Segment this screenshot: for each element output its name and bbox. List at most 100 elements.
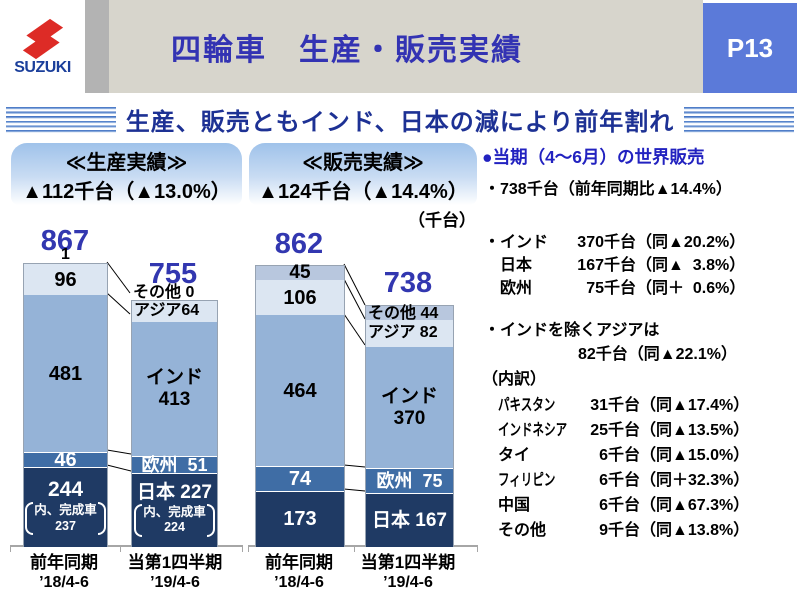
country-row: その他 9千台 （同▲13.8%） [484,516,749,540]
country-qty: 25千台 [590,422,640,439]
panel-heading: ●当期（4～6月）の世界販売 [482,147,705,167]
sales-chart: ≪販売実績≫ ▲124千台（▲14.4%） （千台） 862 45 106 46… [248,143,478,600]
bar-total: 867 [40,225,90,257]
stacked-bar: その他 44 アジア 82 インド 370 欧州 75 日本 167 [365,305,454,547]
segment-india: 464 [256,314,344,467]
country-name: 中国 [498,497,531,514]
category-name: 前年同期 [265,553,333,572]
segment-other: その他 44 [366,305,453,322]
note-value: 237 [55,518,76,533]
segment-asia: 96 [24,264,107,296]
x-axis-label: 当第1四半期 ’19/4-6 [353,552,463,593]
axis-tick [248,546,249,552]
sales-chart-change: ▲124千台（▲14.4%） [258,181,468,203]
stacked-bar: その他 0 アジア64 インド 413 欧州 51 日本 227 内、完成車 2… [131,284,218,547]
segment-other-label: 1 [61,245,70,263]
segment-india-value: 413 [158,388,191,410]
region-row: ・インド 370千台 （同▲20.2%） [484,228,745,252]
page-number-box: P13 [703,3,797,93]
x-axis-label: 前年同期 ’18/4-6 [249,552,349,593]
country-name: その他 [498,522,547,539]
segment-india-name: インド [145,367,203,389]
country-qty: 9千台 [599,522,640,539]
category-period: ’18/4-6 [274,574,324,592]
segment-europe-value: 欧州 51 [141,455,208,476]
segment-india-name: インド [380,385,438,407]
region-qty: 370千台 [577,234,636,251]
country-pct: （同▲17.4%） [640,397,750,414]
region-pct: （同▲20.2%） [636,234,746,251]
country-row: パキスタン 31千台 （同▲17.4%） [484,391,749,415]
world-total-line: ・738千台（前年同期比▲14.4%） [484,181,732,198]
segment-asia: アジア 82 [366,320,453,348]
segment-europe: 74 [256,466,344,491]
header: SUZUKI 四輪車 生産・販売実績 P13 [0,0,800,93]
sales-x-axis [248,545,478,547]
category-name: 前年同期 [30,553,98,572]
segment-other-label: その他 0 [133,283,195,301]
production-chart-change: ▲112千台（▲13.0%） [22,181,231,203]
segment-japan-value: 173 [283,508,317,531]
region-qty: 167千台 [577,257,636,274]
axis-tick [354,546,355,552]
axis-tick [477,546,478,552]
country-row: フィリピン 6千台 （同＋32.3%） [484,466,749,490]
segment-asia-label: アジア64 [134,301,200,319]
completed-vehicles-note: 内、完成車 237 [24,501,107,536]
country-name: パキスタン [498,397,556,414]
segment-india-value: 370 [393,407,426,429]
country-name: フィリピン [498,472,556,489]
category-period: ’19/4-6 [150,574,200,592]
region-name: 日本 [484,257,533,274]
segment-other: 45 [256,263,344,282]
country-row: タイ 6千台 （同▲15.0%） [484,441,749,465]
segment-japan-value: 日本 227 [137,481,212,503]
segment-japan: 244 内、完成車 237 [24,467,107,547]
country-qty: 6千台 [599,447,640,464]
axis-tick [242,546,243,552]
segment-europe-value: 74 [288,467,312,490]
breakdown-title: （内訳） [482,371,547,388]
category-period: ’19/4-6 [383,574,433,592]
region-pct: （同＋ 0.6%） [636,280,746,297]
segment-asia-label: アジア 82 [368,324,438,342]
suzuki-wordmark: SUZUKI [14,58,71,76]
country-qty: 6千台 [599,497,640,514]
production-chart: ≪生産実績≫ ▲112千台（▲13.0%） 867 1 96 481 [10,143,243,600]
asia-excl-india-line1: ・インドを除くアジアは [484,322,660,339]
segment-india-value: 481 [48,362,83,385]
segment-japan: 173 [256,490,344,547]
bar-total: 755 [148,258,198,290]
category-name: 当第1四半期 [127,553,223,572]
segment-europe: 欧州 51 [132,455,217,476]
country-qty: 6千台 [599,472,640,489]
country-row: インドネシア 25千台 （同▲13.5%） [484,416,749,440]
unit-label: （千台） [408,211,476,230]
country-name: タイ [498,447,531,464]
country-name: インドネシア [498,422,568,439]
production-x-axis [10,545,243,547]
segment-asia-value: 96 [54,268,77,291]
suzuki-logo: SUZUKI [0,0,85,93]
segment-europe-value: 46 [54,449,77,472]
sales-chart-header: ≪販売実績≫ ▲124千台（▲14.4%） [249,143,477,205]
segment-europe: 46 [24,449,107,472]
world-sales-panel: ●当期（4～6月）の世界販売 ・738千台（前年同期比▲14.4%） ・インド … [482,144,800,584]
segment-japan-value: 日本 167 [372,509,447,531]
header-divider [85,0,109,93]
axis-tick [10,546,11,552]
segment-europe-value: 欧州 75 [376,470,443,491]
page-number: P13 [726,32,774,63]
country-pct: （同▲13.8%） [640,522,750,539]
country-qty: 31千台 [590,397,640,414]
region-row: 日本 167千台 （同▲ 3.8%） [484,251,745,275]
country-pct: （同▲15.0%） [640,447,750,464]
segment-india: 481 [24,295,107,453]
bar-total: 738 [383,267,433,299]
segment-japan: 日本 167 [366,492,453,547]
country-pct: （同＋32.3%） [640,472,750,489]
sales-chart-title: ≪販売実績≫ [302,152,424,174]
completed-vehicles-note: 内、完成車 224 [133,503,216,538]
segment-india: インド 413 [132,321,217,457]
